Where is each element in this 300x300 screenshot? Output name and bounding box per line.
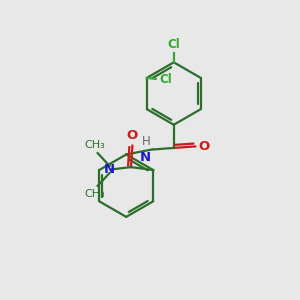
Text: H: H bbox=[142, 135, 151, 148]
Text: O: O bbox=[127, 129, 138, 142]
Text: O: O bbox=[198, 140, 209, 153]
Text: Cl: Cl bbox=[167, 38, 180, 51]
Text: N: N bbox=[104, 163, 115, 176]
Text: Cl: Cl bbox=[160, 73, 172, 86]
Text: N: N bbox=[140, 151, 151, 164]
Text: CH₃: CH₃ bbox=[84, 189, 105, 199]
Text: CH₃: CH₃ bbox=[84, 140, 105, 150]
